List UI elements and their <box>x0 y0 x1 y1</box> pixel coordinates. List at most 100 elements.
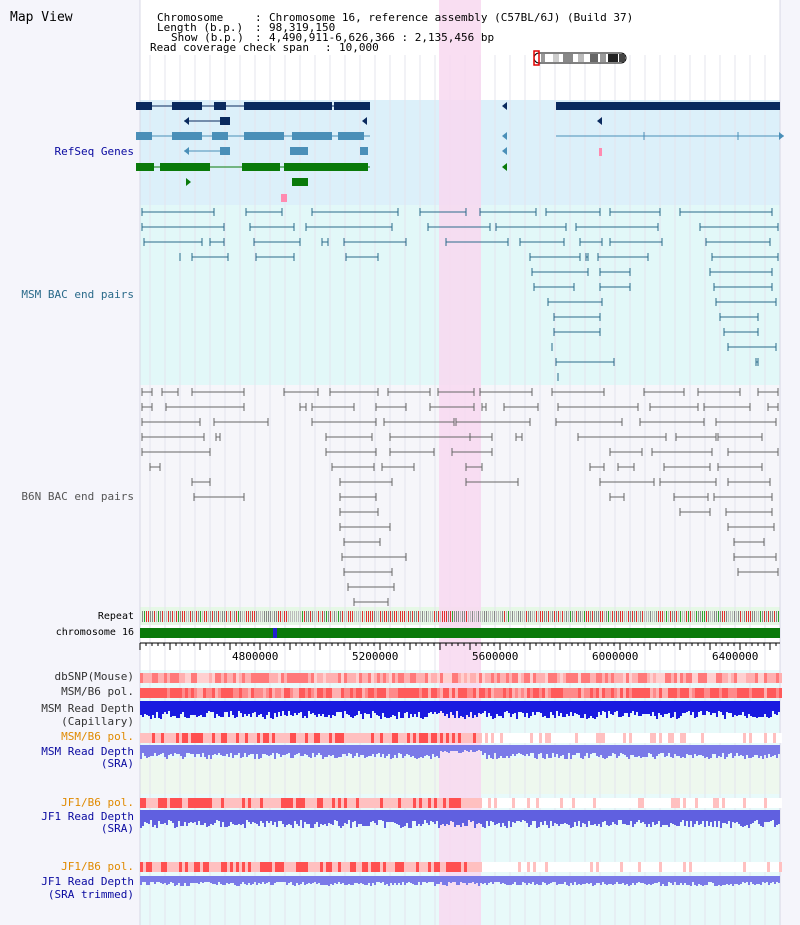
track-label-repeat: Repeat <box>97 611 134 622</box>
ideogram-band <box>619 54 625 62</box>
refseq-gene-exon <box>136 163 154 171</box>
chromosome-position-marker <box>273 628 277 638</box>
read-depth-bar <box>746 745 748 755</box>
read-depth-bar <box>542 810 544 825</box>
read-depth-bar <box>610 745 612 756</box>
read-depth-bar <box>750 745 752 758</box>
read-depth-bar <box>768 745 770 754</box>
read-depth-bar <box>270 810 272 821</box>
read-depth-bar <box>528 876 530 883</box>
read-depth-bar <box>240 810 242 825</box>
polymorphism-cell <box>590 733 593 743</box>
polymorphism-cell <box>725 862 728 872</box>
polymorphism-cell <box>404 688 407 698</box>
repeat-mark <box>774 611 775 622</box>
polymorphism-cell <box>341 688 344 698</box>
repeat-mark <box>492 611 493 622</box>
selection-highlight <box>439 0 481 925</box>
polymorphism-cell <box>764 688 767 698</box>
track-label-jf1-depth-sra-sub: (SRA) <box>100 822 134 835</box>
read-depth-bar <box>288 810 290 824</box>
read-depth-bar <box>480 810 482 824</box>
track-label-b6n-bac[interactable]: B6N BAC end pairs <box>21 490 134 503</box>
polymorphism-cell <box>362 862 365 872</box>
polymorphism-cell <box>632 688 635 698</box>
repeat-mark <box>208 611 209 622</box>
polymorphism-cell <box>287 688 290 698</box>
polymorphism-cell <box>509 862 512 872</box>
read-depth-bar <box>146 876 148 885</box>
polymorphism-cell <box>608 733 611 743</box>
polymorphism-cell <box>212 688 215 698</box>
read-depth-bar <box>240 876 242 884</box>
polymorphism-cell <box>311 733 314 743</box>
read-depth-bar <box>460 745 462 753</box>
repeat-mark <box>576 611 577 622</box>
polymorphism-cell <box>353 862 356 872</box>
polymorphism-cell <box>206 862 209 872</box>
repeat-mark <box>722 611 723 622</box>
repeat-mark <box>670 611 671 622</box>
read-depth-bar <box>204 701 206 717</box>
read-depth-bar <box>496 810 498 824</box>
polymorphism-cell <box>479 688 482 698</box>
polymorphism-cell <box>410 798 413 808</box>
sep-4: : <box>325 41 332 54</box>
repeat-mark <box>628 611 629 622</box>
polymorphism-cell <box>206 798 209 808</box>
read-depth-bar <box>628 810 630 825</box>
read-depth-bar <box>182 876 184 886</box>
polymorphism-cell <box>416 862 419 872</box>
read-depth-bar <box>176 810 178 827</box>
read-depth-bar <box>574 810 576 822</box>
polymorphism-cell <box>518 688 521 698</box>
read-depth-bar <box>214 745 216 754</box>
polymorphism-cell <box>395 688 398 698</box>
polymorphism-cell <box>425 688 428 698</box>
refseq-gene-arrow <box>597 117 602 125</box>
polymorphism-cell <box>209 673 212 683</box>
read-depth-bar <box>552 745 554 753</box>
read-depth-bar <box>582 745 584 759</box>
polymorphism-cell <box>659 798 662 808</box>
track-label-refseq[interactable]: RefSeq Genes <box>54 145 134 158</box>
polymorphism-cell <box>668 862 671 872</box>
polymorphism-cell <box>248 862 251 872</box>
read-depth-bar <box>606 810 608 825</box>
track-label-msm-bac[interactable]: MSM BAC end pairs <box>21 288 134 301</box>
repeat-mark <box>686 611 687 622</box>
polymorphism-cell <box>257 673 260 683</box>
read-depth-bar <box>648 876 650 884</box>
polymorphism-cell <box>617 798 620 808</box>
polymorphism-cell <box>452 673 455 683</box>
polymorphism-cell <box>161 798 164 808</box>
repeat-mark <box>266 611 267 622</box>
repeat-mark <box>352 611 353 622</box>
polymorphism-cell <box>314 862 317 872</box>
read-depth-bar <box>152 701 154 715</box>
read-depth-bar <box>472 876 474 882</box>
polymorphism-cell <box>317 862 320 872</box>
read-depth-bar <box>492 745 494 759</box>
read-depth-bar <box>432 810 434 822</box>
read-depth-bar <box>202 701 204 717</box>
polymorphism-cell <box>548 798 551 808</box>
read-depth-bar <box>366 810 368 826</box>
repeat-mark <box>278 611 279 622</box>
repeat-mark <box>542 611 543 622</box>
read-depth-bar <box>512 810 514 822</box>
read-depth-bar <box>720 876 722 886</box>
repeat-mark <box>594 611 595 622</box>
repeat-mark <box>282 611 283 622</box>
read-depth-bar <box>686 876 688 885</box>
read-depth-bar <box>634 745 636 757</box>
read-depth-bar <box>528 701 530 718</box>
read-depth-bar <box>694 810 696 824</box>
read-depth-bar <box>428 810 430 825</box>
read-depth-bar <box>216 810 218 820</box>
repeat-mark <box>520 611 521 622</box>
read-depth-bar <box>768 876 770 885</box>
polymorphism-cell <box>185 862 188 872</box>
read-depth-bar <box>650 876 652 885</box>
